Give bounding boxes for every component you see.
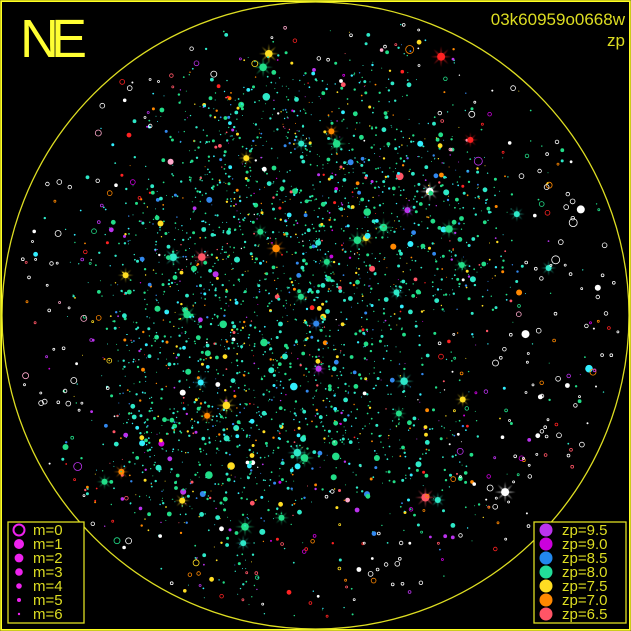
svg-text:03k60959o0668w: 03k60959o0668w <box>491 10 626 29</box>
svg-text:m=6: m=6 <box>33 606 63 623</box>
svg-text:zp: zp <box>607 31 625 50</box>
svg-text:NE: NE <box>20 9 85 69</box>
svg-text:zp=6.5: zp=6.5 <box>562 606 607 623</box>
